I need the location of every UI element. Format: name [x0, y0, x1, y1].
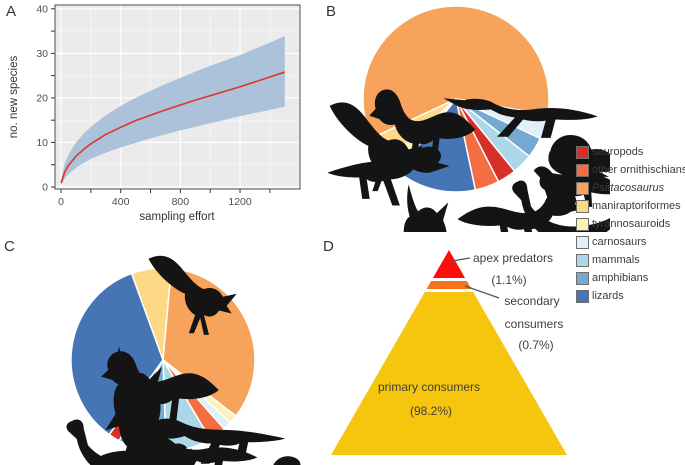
legend-item-psittacosaurus: Psittacosaurus [576, 182, 684, 195]
svg-text:40: 40 [36, 3, 48, 15]
legend-item-amphibians: amphibians [576, 272, 684, 285]
axes: 0 400 800 1200 0 10 20 30 40 [36, 3, 271, 208]
legend-swatch-maniraptoriformes [576, 200, 589, 213]
apex-predators-pct: (1.1%) [491, 273, 526, 287]
composition-pie-c [0, 232, 315, 465]
svg-text:20: 20 [36, 92, 48, 104]
taxon-legend: sauropods other ornithischians Psittacosau… [576, 146, 685, 308]
rarefaction-chart: 0 400 800 1200 0 10 20 30 40 sampling effort no. n… [8, 3, 301, 223]
legend-label-amphibians: amphibians [592, 272, 649, 284]
legend-item-maniraptoriformes: maniraptoriformes [576, 200, 684, 213]
svg-text:0: 0 [42, 182, 48, 194]
legend-label-sauropods: sauropods [592, 146, 644, 158]
panel-b-composition-circle: B [320, 0, 610, 232]
svg-text:30: 30 [36, 48, 48, 60]
x-axis-title: sampling effort [139, 211, 215, 223]
pie-slice-psittacosaurus [162, 267, 256, 417]
svg-text:10: 10 [36, 137, 48, 149]
legend-item-other-ornithischians: other ornithischians [576, 164, 685, 177]
panel-b-letter: B [326, 3, 337, 20]
secondary-consumers-pct: (0.7%) [518, 338, 553, 352]
svg-text:0: 0 [58, 196, 64, 208]
pie-slice-psittacosaurus [362, 5, 550, 140]
svg-text:400: 400 [112, 196, 130, 208]
primary-consumers-label: primary consumers [378, 380, 480, 394]
legend-swatch-tyrannosauroids [576, 218, 589, 231]
panel-d-trophic-pyramid: D apex predators (1.1%) secondary consumers… [315, 232, 610, 465]
legend-label-carnosaurs: carnosaurs [592, 236, 647, 248]
panel-c-composition-circle: C [0, 232, 315, 465]
legend-swatch-carnosaurs [576, 236, 589, 249]
legend-swatch-psittacosaurus [576, 182, 589, 195]
panel-d-letter: D [323, 238, 334, 255]
legend-item-sauropods: sauropods [576, 146, 684, 159]
panel-a-letter: A [6, 3, 17, 20]
svg-text:800: 800 [172, 196, 190, 208]
apex-predators-label: apex predators [473, 251, 553, 265]
plot-border [54, 4, 301, 190]
legend-item-carnosaurs: carnosaurs [576, 236, 684, 249]
legend-label-tyrannosauroids: tyrannosauroids [592, 218, 671, 230]
primary-consumers-pct: (98.2%) [410, 404, 452, 418]
secondary-consumers-label-2: consumers [505, 317, 564, 331]
panel-a-rarefaction: A 0 400 800 1200 0 10 20 30 40 sampling effort no.… [0, 0, 320, 232]
legend-label-lizards: lizards [592, 290, 624, 302]
composition-pie-b [320, 5, 610, 232]
confidence-band [61, 35, 285, 186]
trophic-pyramid-chart: apex predators (1.1%) secondary consumers (0… [331, 250, 567, 455]
y-axis-title: no. new species [8, 56, 20, 139]
leader-line-apex [451, 257, 471, 262]
legend-label-other-ornithischians: other ornithischians [592, 164, 685, 176]
legend-swatch-mammals [576, 254, 589, 267]
legend-swatch-other-ornithischians [576, 164, 589, 177]
secondary-consumers-label-1: secondary [504, 294, 559, 308]
pyramid-primary-consumers [331, 292, 567, 455]
panel-c-letter: C [4, 238, 15, 255]
legend-label-psittacosaurus: Psittacosaurus [592, 182, 665, 194]
legend-swatch-sauropods [576, 146, 589, 159]
legend-item-lizards: lizards [576, 290, 684, 303]
rarefaction-line [60, 71, 286, 184]
pyramid-apex-predators [432, 250, 466, 278]
legend-swatch-lizards [576, 290, 589, 303]
legend-item-tyrannosauroids: tyrannosauroids [576, 218, 684, 231]
legend-swatch-amphibians [576, 272, 589, 285]
svg-text:1200: 1200 [228, 196, 252, 208]
leader-line-secondary [464, 285, 500, 299]
legend-label-maniraptoriformes: maniraptoriformes [592, 200, 681, 212]
pyramid-secondary-consumers [426, 281, 472, 289]
legend-label-mammals: mammals [592, 254, 640, 266]
legend-item-mammals: mammals [576, 254, 684, 267]
